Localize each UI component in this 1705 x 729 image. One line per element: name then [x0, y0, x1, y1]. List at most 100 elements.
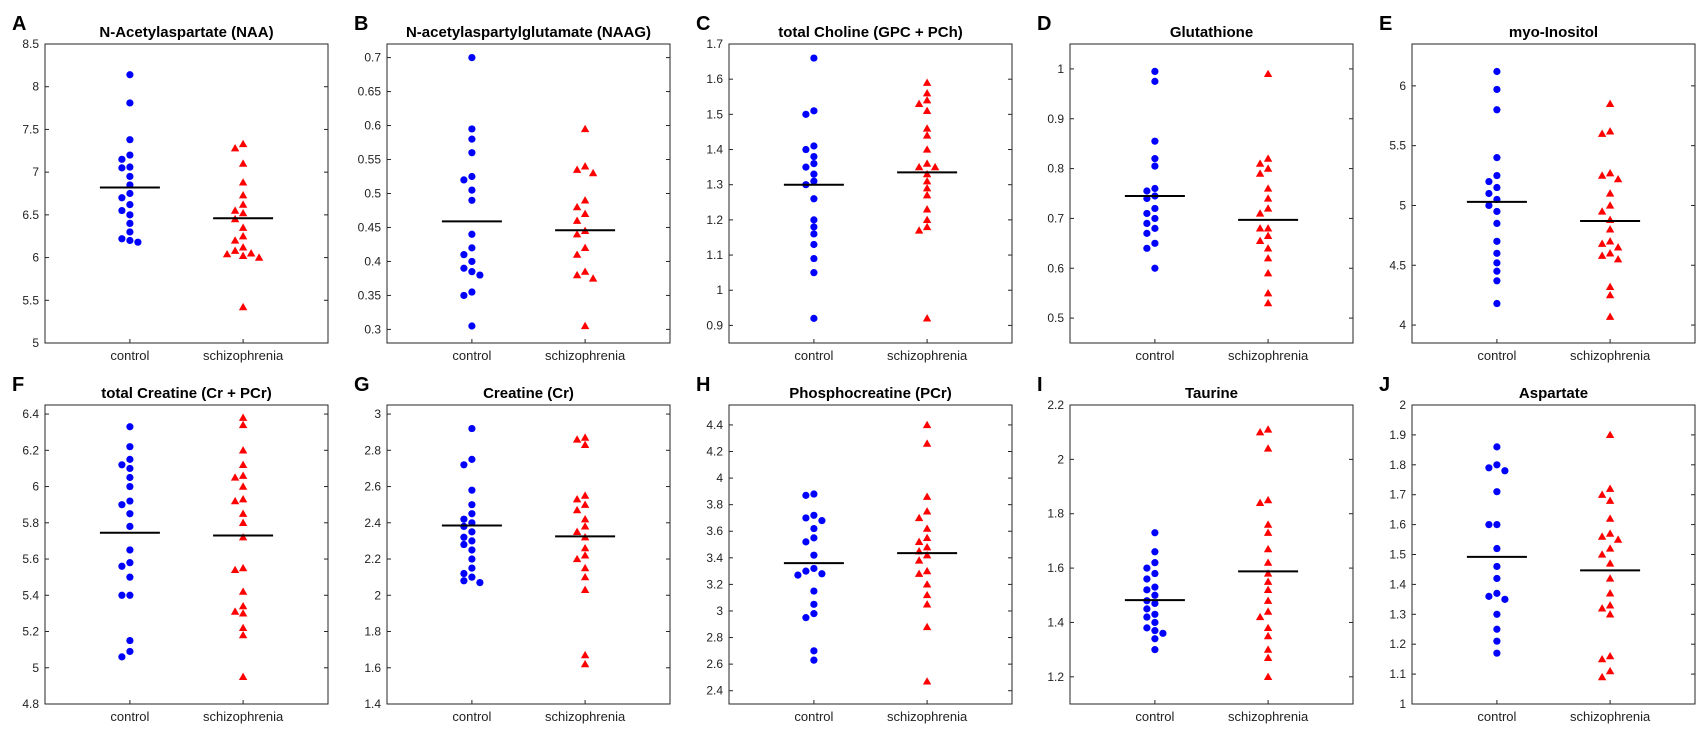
panel-letter: J: [1379, 374, 1390, 396]
data-point-control: [802, 163, 810, 171]
plot-frame: [1069, 404, 1354, 705]
data-point-control: [810, 54, 818, 62]
y-tick-label: 4.4: [706, 418, 723, 432]
data-point-control: [794, 571, 802, 579]
data-point-schizophrenia: [914, 99, 924, 107]
data-point-control: [1493, 106, 1501, 114]
data-point-control: [118, 206, 126, 215]
y-tick-label: 0.8: [1047, 162, 1064, 176]
data-point-control: [118, 653, 126, 661]
data-point-schizophrenia: [572, 270, 582, 279]
data-point-schizophrenia: [580, 267, 590, 275]
data-point-schizophrenia: [238, 533, 248, 541]
panel-i: I Taurine 1.2 1.4 1.6 1.8 2 2.2 control schizophr…: [1037, 374, 1354, 724]
chart-title: Creatine (Cr): [483, 385, 574, 402]
data-point-schizophrenia: [1263, 254, 1273, 262]
data-point-schizophrenia: [230, 607, 240, 615]
data-point-schizophrenia: [922, 677, 932, 685]
data-point-schizophrenia: [914, 537, 924, 546]
panel-letter: A: [12, 13, 26, 35]
data-point-control: [468, 135, 476, 143]
data-point-control: [468, 186, 476, 194]
data-point-control: [460, 264, 468, 272]
y-tick-label: 0.3: [364, 322, 381, 336]
y-tick-label: 0.4: [364, 254, 381, 268]
data-point-control: [1493, 488, 1501, 496]
y-tick-label: 1.2: [706, 213, 723, 227]
y-tick-label: 1.6: [706, 72, 723, 86]
data-point-control: [1151, 583, 1159, 591]
data-point-control: [1485, 201, 1493, 210]
data-point-schizophrenia: [572, 230, 582, 238]
data-point-schizophrenia: [1605, 529, 1615, 537]
data-point-control: [1493, 171, 1501, 180]
data-point-control: [126, 636, 134, 645]
y-tick-label: 0.35: [358, 288, 382, 302]
data-point-schizophrenia: [914, 226, 924, 234]
y-tick-label: 2.2: [1047, 398, 1064, 412]
data-point-schizophrenia: [922, 314, 932, 322]
data-point-control: [468, 528, 476, 536]
data-point-schizophrenia: [1613, 535, 1623, 543]
data-point-schizophrenia: [588, 274, 598, 282]
data-point-schizophrenia: [914, 162, 924, 171]
chart-title: N-Acetylaspartate (NAA): [99, 24, 273, 41]
data-point-control: [1151, 569, 1159, 578]
data-point-schizophrenia: [572, 554, 582, 563]
data-point-schizophrenia: [922, 420, 932, 429]
data-point-control: [818, 570, 826, 578]
plot-frame: [728, 404, 1013, 705]
plot-frame: [1069, 43, 1354, 344]
data-point-schizophrenia: [238, 471, 248, 479]
data-point-control: [126, 201, 134, 209]
data-point-schizophrenia: [1605, 312, 1615, 320]
data-point-control: [468, 555, 476, 563]
data-point-schizophrenia: [1597, 171, 1607, 179]
panel-letter: I: [1037, 374, 1043, 396]
data-point-schizophrenia: [238, 232, 248, 240]
x-tick-label-schizophrenia: schizophrenia: [203, 348, 284, 363]
data-point-control: [1501, 467, 1509, 475]
data-point-schizophrenia: [1605, 225, 1615, 233]
data-point-schizophrenia: [246, 249, 256, 257]
data-point-schizophrenia: [580, 500, 590, 508]
y-tick-label: 1.6: [364, 661, 381, 675]
data-point-control: [1143, 613, 1151, 621]
y-tick-label: 1: [1057, 62, 1064, 76]
plot-frame: [1411, 404, 1696, 705]
data-point-control: [1143, 575, 1151, 583]
data-point-control: [1143, 564, 1151, 572]
data-point-control: [802, 110, 810, 118]
y-tick-label: 8: [32, 80, 39, 94]
data-point-schizophrenia: [580, 440, 590, 449]
data-point-control: [460, 533, 468, 541]
data-point-control: [1485, 521, 1493, 529]
data-point-control: [126, 510, 134, 518]
data-point-control: [1159, 629, 1167, 637]
x-tick-label-control: control: [1135, 348, 1174, 363]
y-tick-label: 1: [1399, 697, 1406, 711]
data-point-control: [1151, 214, 1159, 223]
data-point-control: [468, 573, 476, 581]
data-point-schizophrenia: [1263, 231, 1273, 240]
chart-title: myo-Inositol: [1509, 24, 1598, 41]
plot-frame: [386, 404, 671, 705]
data-point-control: [802, 538, 810, 546]
y-tick-label: 5.6: [22, 552, 39, 566]
x-tick-label-schizophrenia: schizophrenia: [887, 348, 968, 363]
data-point-control: [810, 223, 818, 231]
data-point-schizophrenia: [580, 433, 590, 441]
y-tick-label: 1.9: [1389, 428, 1406, 442]
data-point-control: [126, 71, 134, 79]
y-tick-label: 2: [1399, 398, 1406, 412]
y-tick-label: 1.1: [706, 248, 723, 262]
data-point-control: [460, 461, 468, 469]
y-tick-label: 1.6: [1047, 561, 1064, 575]
data-point-schizophrenia: [1605, 610, 1615, 618]
data-point-control: [1143, 586, 1151, 594]
data-point-schizophrenia: [572, 165, 582, 173]
data-point-control: [810, 564, 818, 573]
data-point-schizophrenia: [580, 522, 590, 530]
y-tick-label: 2.6: [706, 657, 723, 671]
